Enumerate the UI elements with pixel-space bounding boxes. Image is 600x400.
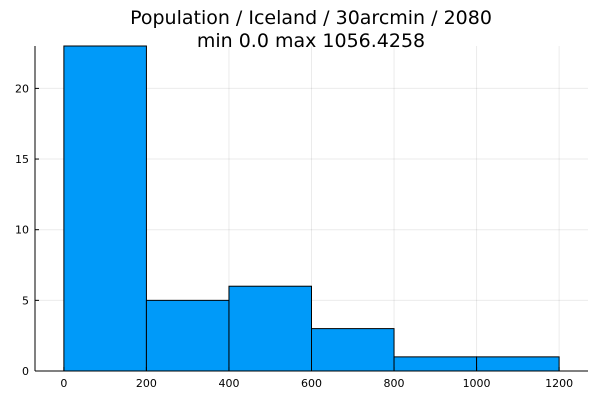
histogram-bar bbox=[145, 299, 230, 372]
tick-labels: 0 200 400 600 800 1000 1200 0 5 10 15 20 bbox=[15, 82, 573, 390]
x-tick-label: 400 bbox=[218, 377, 239, 390]
chart-subtitle: min 0.0 max 1056.4258 bbox=[197, 30, 425, 52]
y-tick-label: 20 bbox=[15, 82, 29, 95]
histogram-bar bbox=[63, 45, 147, 372]
y-tick-label: 10 bbox=[15, 224, 29, 237]
x-tick-label: 600 bbox=[301, 377, 322, 390]
y-tick-label: 15 bbox=[15, 153, 29, 166]
axes bbox=[34, 46, 588, 372]
y-tick-label: 5 bbox=[22, 294, 29, 307]
histogram-bars bbox=[63, 45, 560, 372]
x-tick-label: 200 bbox=[136, 377, 157, 390]
y-tick-label: 0 bbox=[22, 365, 29, 378]
histogram-bar bbox=[476, 356, 560, 372]
x-tick-label: 800 bbox=[384, 377, 405, 390]
chart-title: Population / Iceland / 30arcmin / 2080 bbox=[130, 7, 492, 29]
histogram-bar bbox=[393, 356, 478, 372]
x-tick-label: 0 bbox=[60, 377, 67, 390]
x-tick-label: 1200 bbox=[545, 377, 573, 390]
histogram-bar bbox=[228, 285, 313, 372]
x-tick-label: 1000 bbox=[463, 377, 491, 390]
histogram-bar bbox=[311, 328, 395, 372]
